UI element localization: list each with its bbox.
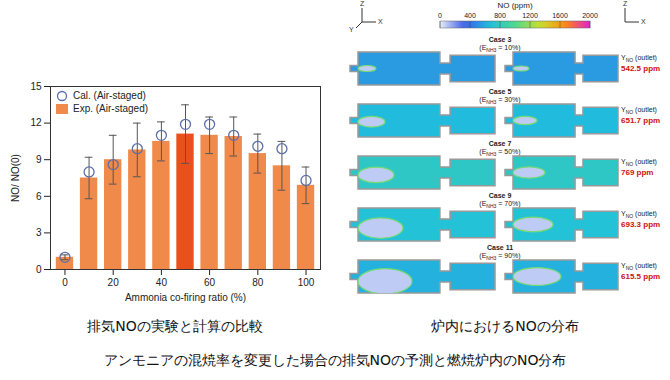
svg-text:80: 80 [252, 277, 264, 288]
svg-text:YNO (outlet): YNO (outlet) [621, 158, 657, 167]
svg-text:1200: 1200 [522, 12, 538, 19]
svg-text:12: 12 [30, 117, 42, 128]
svg-text:YNO (outlet): YNO (outlet) [621, 210, 657, 219]
html-text:(ENH3= 30%): (ENH3= 30%) [479, 96, 521, 105]
svg-text:Ammonia co-firing ratio (%): Ammonia co-firing ratio (%) [125, 292, 246, 303]
svg-text:60: 60 [204, 277, 216, 288]
html-text:Exp. (Air-staged): Exp. (Air-staged) [73, 103, 148, 114]
svg-text:YNO (outlet): YNO (outlet) [621, 54, 657, 63]
html-text:(ENH3= 50%): (ENH3= 50%) [479, 148, 521, 157]
html-text:排気NOの実験と計算の比較: 排気NOの実験と計算の比較 [87, 318, 263, 334]
svg-text:20: 20 [108, 277, 120, 288]
svg-text:3: 3 [36, 227, 42, 238]
svg-text:X: X [378, 18, 383, 25]
svg-text:6: 6 [36, 191, 42, 202]
svg-text:X: X [641, 18, 646, 25]
svg-text:615.5 ppm: 615.5 ppm [621, 272, 660, 281]
html-text:(ENH3= 90%): (ENH3= 90%) [479, 252, 521, 261]
svg-text:2000: 2000 [582, 12, 598, 19]
html-text:Cal. (Air-staged): Cal. (Air-staged) [73, 90, 146, 101]
svg-text:Case 7: Case 7 [489, 140, 512, 147]
html-text:炉内におけるNOの分布: 炉内におけるNOの分布 [431, 318, 579, 334]
svg-text:NO/ NO(0): NO/ NO(0) [10, 154, 21, 202]
svg-text:YNO (outlet): YNO (outlet) [621, 262, 657, 271]
svg-text:0: 0 [438, 12, 442, 19]
svg-text:YNO (outlet): YNO (outlet) [621, 106, 657, 115]
svg-text:0: 0 [36, 264, 42, 275]
svg-text:800: 800 [494, 12, 506, 19]
html-text:(ENH3= 10%): (ENH3= 10%) [479, 44, 521, 53]
svg-text:Case 9: Case 9 [489, 192, 512, 199]
svg-text:Case 3: Case 3 [489, 36, 512, 43]
svg-text:40: 40 [156, 277, 168, 288]
svg-text:9: 9 [36, 154, 42, 165]
svg-text:Z: Z [360, 0, 365, 7]
svg-text:1600: 1600 [552, 12, 568, 19]
html-text:(ENH3= 70%): (ENH3= 70%) [479, 200, 521, 209]
svg-text:693.3 ppm: 693.3 ppm [621, 220, 660, 229]
svg-text:Case 5: Case 5 [489, 88, 512, 95]
svg-text:542.5 ppm: 542.5 ppm [621, 64, 660, 73]
svg-text:NO (ppm): NO (ppm) [497, 1, 532, 10]
svg-text:0: 0 [62, 277, 68, 288]
svg-text:651.7 ppm: 651.7 ppm [621, 116, 660, 125]
html-text:アンモニアの混焼率を変更した場合の排気NOの予測と燃焼炉内の: アンモニアの混焼率を変更した場合の排気NOの予測と燃焼炉内のNO分布 [103, 352, 567, 368]
svg-text:Case 11: Case 11 [487, 244, 513, 251]
svg-text:769 ppm: 769 ppm [621, 168, 653, 177]
svg-text:Z: Z [623, 0, 628, 7]
svg-text:100: 100 [298, 277, 315, 288]
svg-text:15: 15 [30, 81, 42, 92]
svg-text:Y: Y [349, 26, 354, 33]
svg-text:400: 400 [464, 12, 476, 19]
